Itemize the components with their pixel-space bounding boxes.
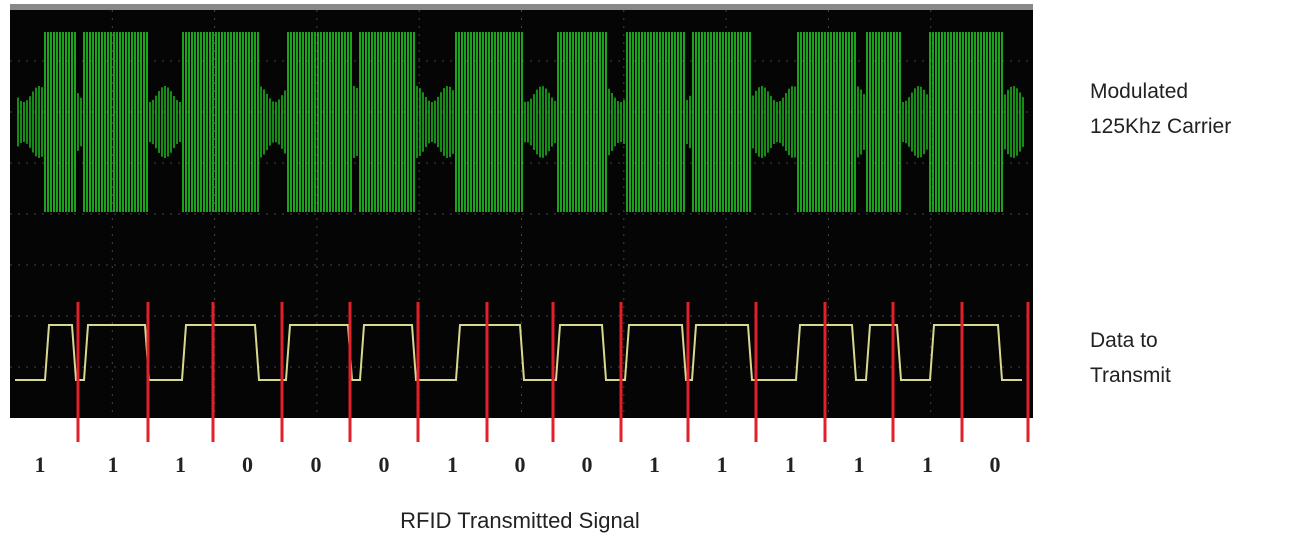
caption: RFID Transmitted Signal	[400, 508, 640, 533]
bit-label: 0	[990, 452, 1001, 477]
signal-label-line: 125Khz Carrier	[1090, 115, 1231, 138]
bit-label: 0	[515, 452, 526, 477]
bit-label: 0	[582, 452, 593, 477]
diagram: Modulated 125Khz Carrier Data to Transmi…	[0, 0, 1311, 544]
bit-label: 1	[35, 452, 46, 477]
bit-label: 1	[447, 452, 458, 477]
bit-label: 0	[379, 452, 390, 477]
bit-label: 1	[175, 452, 186, 477]
data-label-line: Data to	[1090, 329, 1158, 352]
bit-label: 1	[649, 452, 660, 477]
scope-border	[10, 4, 1033, 10]
bit-label: 1	[717, 452, 728, 477]
data-label-line: Transmit	[1090, 364, 1171, 387]
bit-label: 0	[242, 452, 253, 477]
bit-label: 1	[922, 452, 933, 477]
bit-label: 1	[785, 452, 796, 477]
bit-label: 1	[108, 452, 119, 477]
bit-label: 1	[854, 452, 865, 477]
bit-label: 0	[311, 452, 322, 477]
page: Modulated 125Khz Carrier Data to Transmi…	[0, 0, 1311, 549]
signal-label-line: Modulated	[1090, 80, 1188, 103]
